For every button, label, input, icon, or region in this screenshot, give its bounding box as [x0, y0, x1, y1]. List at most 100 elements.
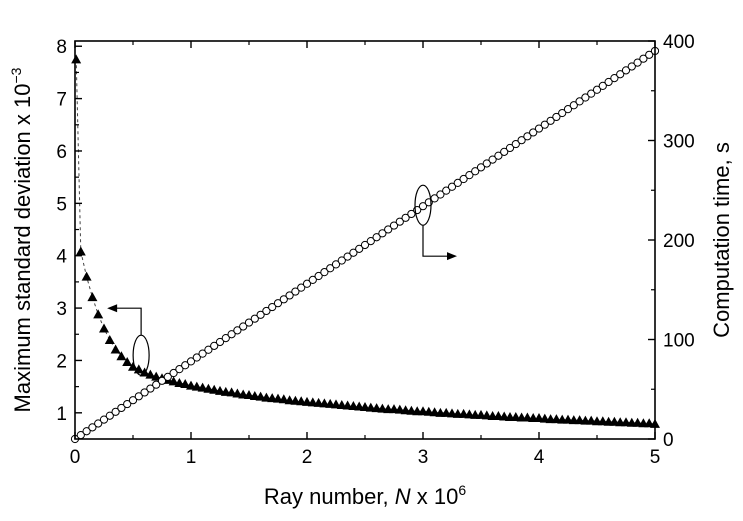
computation-time-point — [540, 120, 549, 129]
computation-time-point — [587, 89, 596, 98]
deviation-point — [255, 391, 266, 401]
computation-time-point — [616, 70, 625, 79]
deviation-point — [145, 369, 156, 379]
computation-time-point — [291, 287, 300, 296]
computation-time-point — [517, 136, 526, 145]
right-y-tick-label: 400 — [663, 32, 695, 53]
x-axis-ticks: 0 1 2 3 4 5 — [70, 41, 660, 468]
deviation-point — [209, 384, 220, 394]
computation-time-point — [453, 178, 462, 187]
computation-time-point — [534, 124, 544, 133]
annotation-arrowhead — [447, 252, 457, 261]
annotation-arrowhead — [107, 304, 118, 313]
left-y-tick-label: 4 — [56, 247, 67, 268]
deviation-point — [75, 246, 86, 256]
computation-time-point — [88, 423, 97, 432]
deviation-point — [81, 271, 92, 281]
deviation-point — [71, 54, 82, 64]
computation-time-point — [134, 392, 143, 401]
computation-time-point — [563, 105, 573, 114]
computation-time-point — [500, 147, 509, 156]
x-tick-label: 3 — [418, 447, 429, 468]
computation-time-point — [239, 322, 248, 331]
left-y-tick-label: 1 — [56, 404, 67, 425]
deviation-point — [244, 390, 254, 400]
computation-time-point — [488, 155, 497, 164]
computation-time-point — [621, 66, 631, 75]
computation-time-point — [256, 310, 265, 319]
x-axis-title: Ray number, N x 106 — [264, 482, 466, 509]
computation-time-point — [99, 415, 109, 424]
deviation-point — [203, 383, 214, 393]
computation-time-point — [215, 337, 225, 347]
annotation-arrow-line — [113, 307, 142, 336]
right-y-axis-title: Computation time, s — [709, 142, 734, 338]
computation-time-point — [465, 171, 474, 180]
right-y-tick-label: 300 — [663, 132, 695, 153]
left-y-tick-label: 2 — [56, 351, 67, 372]
right-y-tick-label: 200 — [663, 231, 695, 252]
computation-time-point — [494, 151, 503, 160]
computation-time-point — [442, 186, 451, 195]
computation-time-point — [337, 256, 346, 265]
computation-time-point — [105, 411, 114, 420]
computation-time-point — [349, 248, 358, 257]
computation-time-point — [204, 345, 213, 354]
deviation-point — [180, 379, 191, 389]
computation-time-point — [575, 97, 584, 106]
left-y-tick-label: 6 — [56, 142, 67, 163]
deviation-point — [116, 351, 127, 361]
deviation-point — [191, 381, 202, 391]
computation-time-point — [401, 213, 410, 222]
deviation-point — [87, 292, 98, 302]
right-y-axis-ticks: 0 100 200 300 400 — [648, 32, 695, 451]
computation-time-point — [169, 368, 178, 378]
computation-time-point — [326, 264, 335, 273]
computation-time-point — [523, 132, 532, 141]
deviation-point — [232, 388, 243, 398]
computation-time-point — [82, 427, 91, 436]
left-y-axis-title: Maximum standard deviation x 10−3 — [8, 67, 35, 412]
computation-time-point — [633, 58, 642, 67]
x-tick-label: 1 — [186, 447, 197, 468]
deviation-point — [104, 335, 115, 345]
computation-time-point — [360, 240, 370, 250]
deviation-point — [168, 376, 179, 386]
computation-time-point — [314, 271, 323, 281]
computation-time-point — [128, 396, 138, 405]
deviation-point — [139, 367, 150, 377]
computation-time-point — [186, 357, 196, 366]
computation-time-point — [604, 77, 613, 87]
computation-time-point — [163, 372, 172, 382]
computation-time-series — [70, 46, 660, 444]
computation-time-point — [546, 116, 555, 125]
computation-time-point — [407, 209, 416, 219]
deviation-point — [186, 380, 196, 390]
computation-time-point — [436, 190, 445, 199]
computation-time-point — [146, 384, 155, 393]
computation-time-point — [262, 306, 271, 316]
computation-time-point — [320, 268, 329, 277]
computation-time-point — [152, 380, 161, 389]
left-y-tick-label: 8 — [56, 37, 67, 58]
computation-time-point — [308, 275, 317, 284]
computation-time-point — [157, 376, 167, 385]
computation-time-point — [569, 101, 578, 110]
right-y-tick-label: 100 — [663, 331, 695, 352]
computation-time-point — [355, 244, 364, 253]
computation-time-point — [389, 221, 399, 230]
computation-time-point — [627, 62, 636, 71]
left-y-tick-label: 7 — [56, 90, 67, 111]
computation-time-point — [140, 388, 149, 397]
x-tick-label: 4 — [534, 447, 545, 468]
computation-time-point — [198, 349, 207, 358]
computation-time-point — [447, 182, 457, 191]
annotation-arrow-line — [422, 225, 451, 257]
deviation-point — [174, 377, 185, 387]
computation-time-point — [610, 74, 619, 83]
computation-time-point — [552, 112, 561, 122]
computation-time-point — [244, 318, 254, 327]
computation-time-point — [250, 314, 259, 323]
deviation-point — [93, 309, 104, 319]
